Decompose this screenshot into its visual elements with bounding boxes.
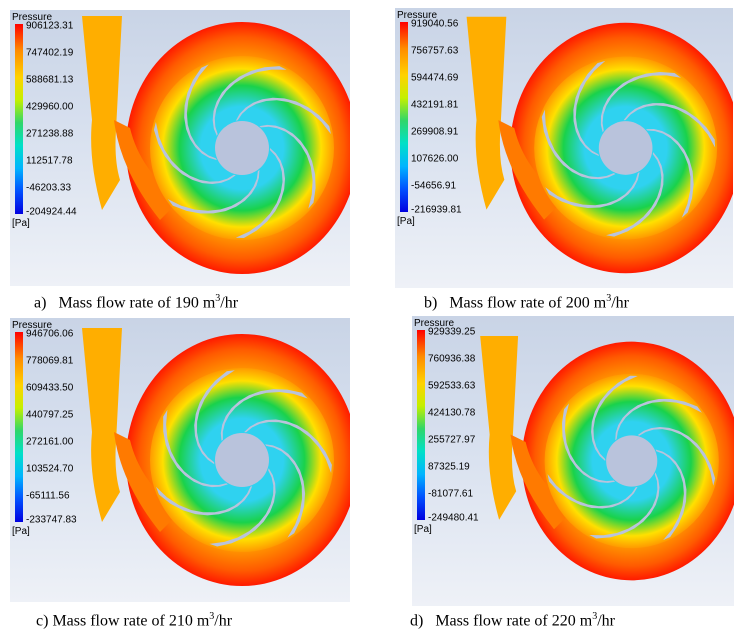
caption-c-label: c) [36,612,49,630]
pump-contour-d [480,335,734,581]
caption-d-sup: 3 [592,611,598,622]
legend-tick-d-0: 929339.25 [428,326,476,338]
legend-tick-b-5: 107626.00 [411,153,459,165]
pressure-legend-b: Pressure 919040.56 756757.63 594474.69 4… [397,10,497,240]
caption-c: c) Mass flow rate of 210 m3/hr [36,611,232,630]
legend-tick-a-3: 429960.00 [26,101,74,113]
discharge-pipe [466,16,507,210]
caption-a: a) Mass flow rate of 190 m3/hr [34,293,238,312]
caption-a-tail: /hr [220,294,239,312]
contour-panel-d: Pressure 929339.25 760936.38 592533.63 4… [412,316,734,606]
impeller-blade [259,124,316,209]
impeller-blade [606,152,664,237]
impeller-hub [606,435,658,487]
legend-colorbar-a [15,24,23,214]
impeller-blade [589,472,660,539]
impeller-blade [220,389,308,441]
impeller-blade [163,409,228,488]
legend-title-a: Pressure [12,12,53,23]
impeller-hub [215,121,269,175]
legend-unit-d: [Pa] [414,524,432,535]
legend-title-c: Pressure [12,320,53,331]
impeller-blade [600,72,682,133]
legend-tick-d-5: 87325.19 [428,461,470,473]
legend-tick-d-6: -81077.61 [428,488,474,500]
legend-tick-a-0: 906123.31 [26,20,74,32]
legend-tick-c-5: 103524.70 [26,463,74,475]
legend-tick-d-1: 760936.38 [428,353,476,365]
legend-tick-a-4: 271238.88 [26,128,74,140]
legend-tick-a-5: 112517.78 [26,155,73,167]
caption-a-text: Mass flow rate of 190 m [58,294,216,312]
impeller-blade [184,64,217,161]
caption-b-sup: 3 [606,293,612,304]
pressure-legend-a: Pressure 906123.31 747402.19 588681.13 4… [12,12,112,242]
legend-unit-c: [Pa] [12,526,30,537]
legend-tick-a-2: 588681.13 [26,74,74,86]
discharge-pipe [480,335,519,520]
legend-tick-a-7: -204924.44 [26,206,77,218]
legend-tick-d-4: 255727.97 [428,434,476,446]
legend-tick-d-7: -249480.41 [428,512,479,524]
legend-tick-c-7: -233747.83 [26,514,77,526]
pressure-legend-c: Pressure 946706.06 778069.81 609433.50 4… [12,320,112,550]
legend-unit-b: [Pa] [397,216,415,227]
impeller-blade [212,66,287,136]
impeller-blade [235,97,331,135]
discharge-pipe [82,16,122,210]
pump-contour-c [82,328,350,586]
caption-c-text: Mass flow rate of 210 m [52,612,210,630]
legend-colorbar-d [417,330,425,520]
legend-tick-b-3: 432191.81 [411,99,459,111]
legend-tick-b-6: -54656.91 [411,180,457,192]
legend-tick-a-1: 747402.19 [26,47,74,59]
legend-tick-b-0: 919040.56 [411,18,459,30]
impeller-blade [547,474,638,509]
impeller-hub [215,433,269,487]
discharge-pipe [82,328,122,522]
legend-colorbar-c [15,332,23,522]
caption-a-label: a) [34,294,47,312]
caption-d-tail: /hr [597,612,615,630]
caption-d: d) Mass flow rate of 220 m3/hr [410,611,615,630]
pump-contour-a [82,16,350,274]
pressure-legend-d: Pressure 929339.25 760936.38 592533.63 4… [414,318,514,548]
caption-b-text: Mass flow rate of 200 m [449,294,607,312]
legend-tick-b-7: -216939.81 [411,204,462,216]
legend-tick-b-4: 269908.91 [411,126,459,138]
legend-title-b: Pressure [397,10,438,21]
impeller-blade [156,486,253,516]
impeller-blade [655,449,687,541]
caption-a-sup: 3 [215,293,221,304]
contour-panel-b: Pressure 919040.56 756757.63 594474.69 4… [395,8,733,288]
caption-b-label: b) [424,294,438,312]
legend-tick-c-0: 946706.06 [26,328,74,340]
impeller-blade [573,60,606,157]
legend-unit-a: [Pa] [12,218,30,229]
caption-c-tail: /hr [214,612,233,630]
legend-tick-b-2: 594474.69 [411,72,459,84]
caption-d-text: Mass flow rate of 220 m [435,612,593,630]
caption-c-sup: 3 [209,611,215,622]
legend-tick-a-6: -46203.33 [26,182,72,194]
legend-tick-d-2: 592533.63 [428,380,476,392]
contour-panel-c: Pressure 946706.06 778069.81 609433.50 4… [10,318,350,602]
legend-colorbar-b [400,22,408,212]
legend-tick-d-3: 424130.78 [428,407,476,419]
caption-b: b) Mass flow rate of 200 m3/hr [424,293,629,312]
legend-tick-c-4: 272161.00 [26,436,74,448]
impeller-blade [562,403,616,483]
contour-panel-a: Pressure 906123.31 747402.19 588681.13 4… [10,10,350,286]
legend-tick-b-1: 756757.63 [411,45,459,57]
caption-b-tail: /hr [611,294,629,312]
impeller-hub [598,121,653,175]
legend-title-d: Pressure [414,318,455,329]
legend-tick-c-3: 440797.25 [26,409,74,421]
legend-tick-c-2: 609433.50 [26,382,74,394]
pump-contour-b [466,16,733,274]
legend-tick-c-1: 778069.81 [26,355,74,367]
legend-tick-c-6: -65111.56 [26,490,70,502]
caption-d-label: d) [410,612,424,630]
